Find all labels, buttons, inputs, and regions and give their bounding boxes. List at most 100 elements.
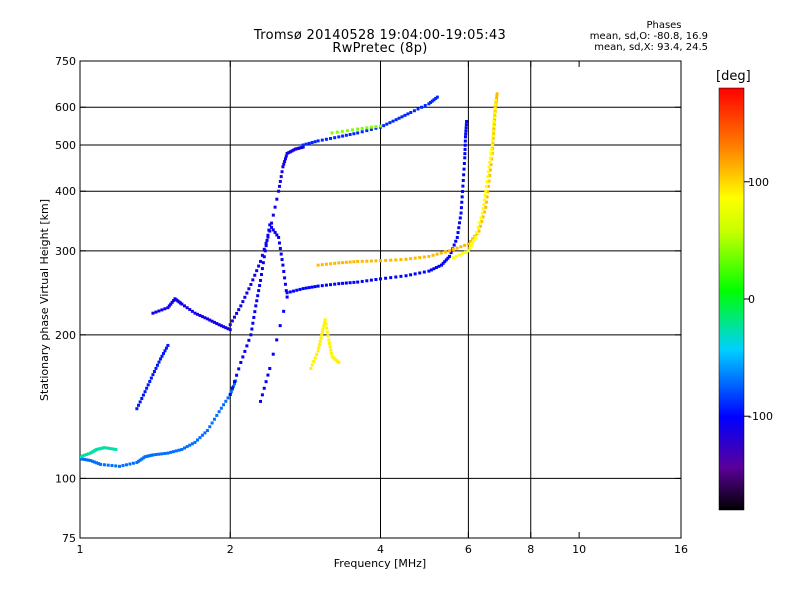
x-tick-label: 4 <box>377 543 384 556</box>
echo-point <box>493 103 497 107</box>
echo-point <box>397 116 401 120</box>
echo-point <box>151 311 155 315</box>
echo-point <box>198 436 202 440</box>
echo-point <box>330 131 334 135</box>
echo-point <box>394 275 398 279</box>
echo-point <box>307 141 311 145</box>
colorbar-tick-label: 0 <box>748 293 755 306</box>
echo-point <box>222 325 226 329</box>
echo-point <box>271 352 275 356</box>
echo-point <box>157 452 161 456</box>
echo-point <box>200 315 204 319</box>
echo-point <box>409 273 413 277</box>
echo-point <box>485 195 489 199</box>
echo-point <box>486 170 490 174</box>
x-tick-label: 2 <box>227 543 234 556</box>
echo-point <box>404 274 408 278</box>
echo-point <box>490 147 494 151</box>
echo-point <box>277 241 281 245</box>
echo-point <box>391 119 395 123</box>
echo-point <box>495 92 499 96</box>
echo-point <box>301 145 305 149</box>
echo-point <box>259 259 263 263</box>
phase-stats: Phases mean, sd,O: -80.8, 16.9 mean, sd,… <box>580 20 708 53</box>
echo-point <box>459 211 463 215</box>
echo-point <box>226 396 230 400</box>
echo-point <box>374 259 378 263</box>
echo-point <box>301 143 305 147</box>
echo-point <box>109 447 113 451</box>
echo-point <box>320 138 324 142</box>
echo-point <box>160 452 164 456</box>
echo-point <box>267 228 271 232</box>
echo-point <box>217 323 221 327</box>
echo-point <box>97 462 101 466</box>
echo-point <box>480 211 484 215</box>
echo-point <box>460 252 464 256</box>
x-tick-label: 16 <box>674 543 688 556</box>
echo-point <box>344 133 348 137</box>
echo-point <box>452 243 456 247</box>
echo-point <box>463 143 467 147</box>
echo-point <box>385 122 389 126</box>
echo-point <box>245 344 249 348</box>
echo-point <box>293 147 297 151</box>
echo-point <box>463 139 467 143</box>
echo-point <box>183 304 187 308</box>
echo-point <box>484 200 488 204</box>
echo-point <box>278 324 282 328</box>
echo-point <box>360 126 364 130</box>
echo-point <box>412 109 416 113</box>
echo-point <box>435 252 439 256</box>
echo-point <box>131 461 135 465</box>
echo-point <box>232 380 236 384</box>
echo-point <box>212 320 216 324</box>
echo-point <box>495 95 499 99</box>
echo-point <box>448 249 452 253</box>
echo-point <box>310 141 314 145</box>
echo-point <box>301 287 305 291</box>
echo-point <box>235 311 239 315</box>
echo-point <box>259 399 263 403</box>
echo-point <box>151 453 155 457</box>
echo-point <box>279 175 283 179</box>
echo-point <box>273 230 277 234</box>
echo-point <box>443 250 447 254</box>
echo-point <box>140 457 144 461</box>
echo-point <box>322 324 326 328</box>
echo-point <box>443 260 447 264</box>
echo-point <box>228 392 232 396</box>
echo-point <box>320 330 324 334</box>
echo-point <box>166 306 170 310</box>
echo-point <box>462 167 466 171</box>
echo-point <box>230 319 234 323</box>
echo-point <box>446 256 450 260</box>
echo-point <box>448 254 452 258</box>
echo-point <box>149 376 153 380</box>
echo-point <box>239 304 243 308</box>
chart-subtitle: RwPretec (8p) <box>332 41 428 56</box>
echo-point <box>203 316 207 320</box>
echo-point <box>114 447 118 451</box>
echo-point <box>492 132 496 136</box>
echo-point <box>488 168 492 172</box>
echo-point <box>487 165 491 169</box>
echo-point <box>292 289 296 293</box>
echo-point <box>154 453 158 457</box>
echo-point <box>283 282 287 286</box>
colorbar-tick-label: -100 <box>748 410 773 423</box>
echo-point <box>318 343 322 347</box>
echo-point <box>259 273 263 277</box>
echo-point <box>409 110 413 114</box>
echo-point <box>177 448 181 452</box>
echo-point <box>337 360 341 364</box>
echo-point <box>493 107 497 111</box>
echo-point <box>112 447 116 451</box>
stats-heading: Phases <box>646 20 682 31</box>
echo-point <box>253 310 257 314</box>
echo-point <box>406 112 410 116</box>
echo-point <box>118 464 122 468</box>
echo-point <box>317 346 321 350</box>
echo-point <box>193 440 197 444</box>
echo-point <box>360 130 364 134</box>
